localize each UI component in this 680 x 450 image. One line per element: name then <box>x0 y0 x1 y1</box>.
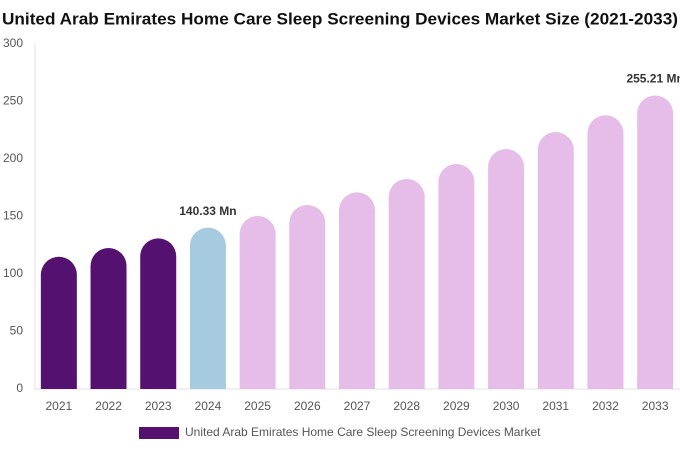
x-tick-label: 2027 <box>344 399 371 413</box>
x-tick-label: 2033 <box>642 399 669 413</box>
value-label: 255.21 Mn <box>626 72 680 86</box>
bar <box>239 216 276 389</box>
x-tick-label: 2023 <box>145 399 172 413</box>
x-tick-label: 2030 <box>493 399 520 413</box>
value-label: 140.33 Mn <box>179 204 236 218</box>
bar <box>90 248 127 389</box>
legend-label: United Arab Emirates Home Care Sleep Scr… <box>185 425 541 439</box>
x-tick-label: 2021 <box>45 399 72 413</box>
x-tick-label: 2022 <box>95 399 122 413</box>
bar <box>140 238 177 389</box>
x-tick-label: 2024 <box>195 399 222 413</box>
y-tick-label: 200 <box>3 151 23 165</box>
bar <box>537 131 574 389</box>
y-tick-label: 300 <box>3 36 23 50</box>
bar <box>438 163 475 389</box>
x-tick-label: 2026 <box>294 399 321 413</box>
bar <box>339 192 375 389</box>
bar <box>40 256 77 389</box>
bar <box>289 205 326 389</box>
bar <box>587 115 624 390</box>
y-tick-label: 100 <box>3 266 23 280</box>
x-tick-label: 2028 <box>393 399 420 413</box>
bar <box>637 95 674 390</box>
x-tick-label: 2031 <box>542 399 569 413</box>
y-tick-label: 250 <box>3 94 23 108</box>
x-tick-label: 2029 <box>443 399 470 413</box>
x-tick-label: 2025 <box>244 399 271 413</box>
legend-swatch <box>139 427 179 439</box>
y-tick-label: 0 <box>16 381 23 395</box>
bar <box>488 149 525 389</box>
bar <box>189 227 226 389</box>
y-tick-label: 150 <box>3 209 23 223</box>
y-tick-label: 50 <box>10 324 24 338</box>
bar <box>388 179 425 389</box>
x-tick-label: 2032 <box>592 399 619 413</box>
chart-title: United Arab Emirates Home Care Sleep Scr… <box>2 9 678 28</box>
